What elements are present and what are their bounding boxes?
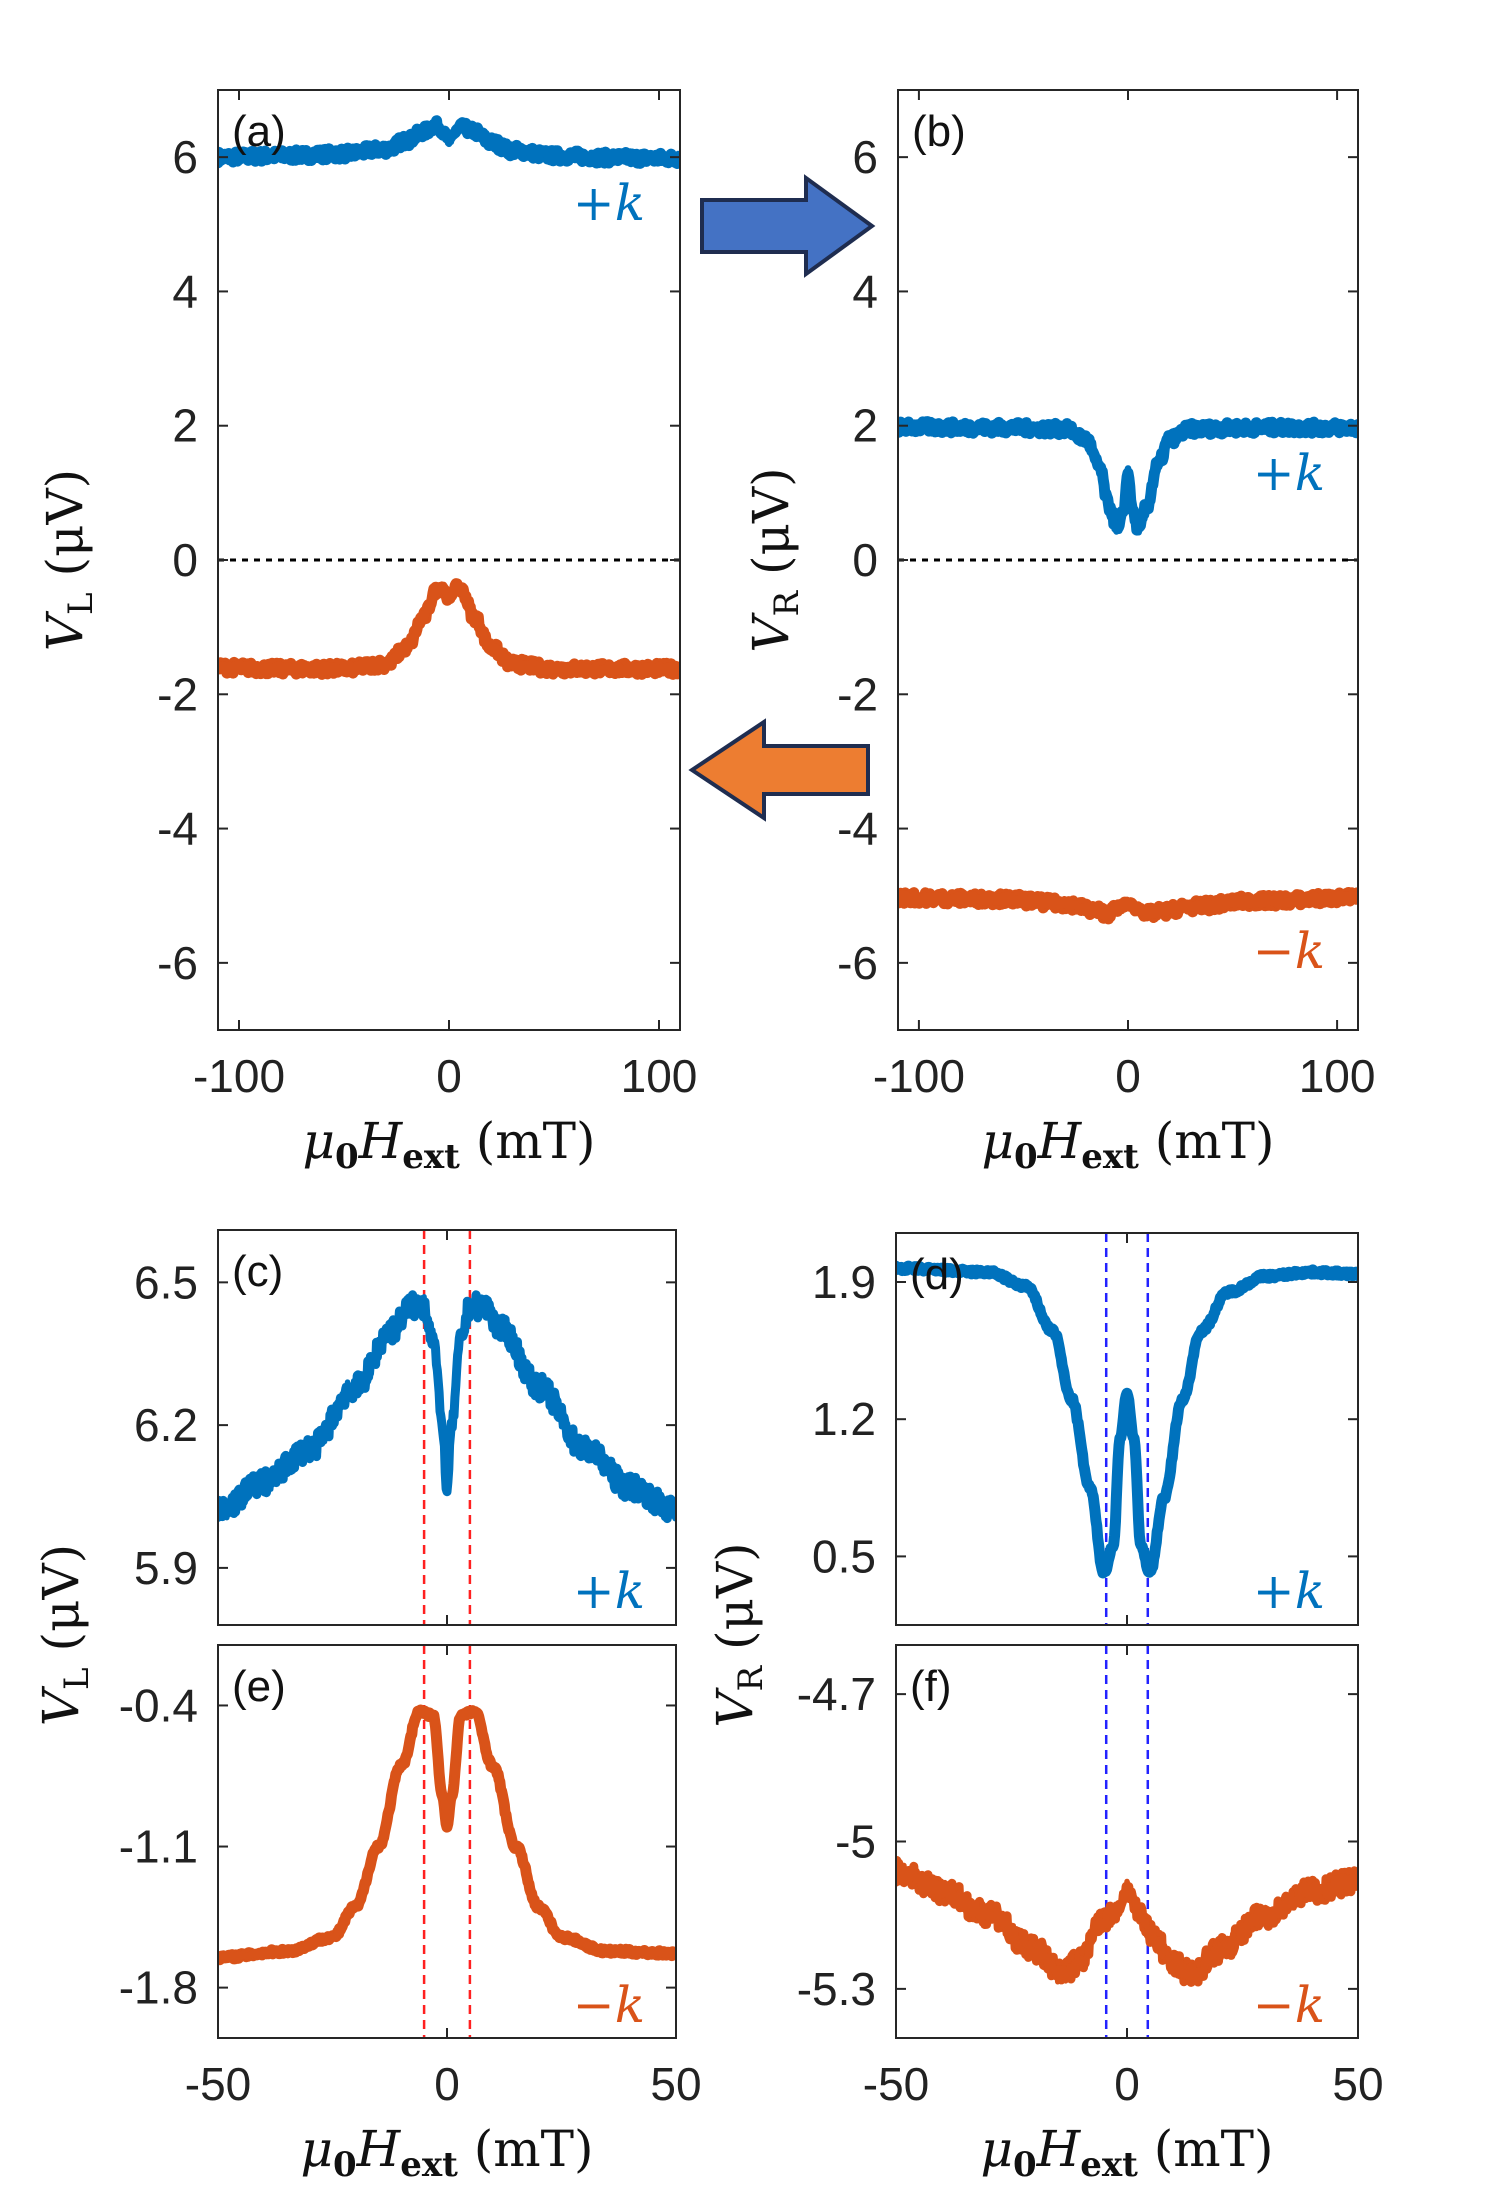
x-tick-label: 0 <box>436 1050 462 1102</box>
panel-d: 1.9 1.2 0.5 (d) +k <box>812 1232 1359 1626</box>
y-tick-label: 1.2 <box>812 1393 876 1445</box>
x-tick-label: 100 <box>621 1050 698 1102</box>
series-line-return <box>218 120 680 167</box>
panel-b: 6 4 2 0 -2 -4 -6 -100 0 100 (b) +k −k μ0Hext (mT) <box>837 89 1376 1177</box>
y-tick-label: 4 <box>172 265 198 317</box>
left-arrow <box>688 718 870 822</box>
x-tick-label: 50 <box>1332 2058 1383 2110</box>
x-tick-label: 0 <box>1114 2058 1140 2110</box>
series-line-return <box>218 1293 676 1522</box>
y-tick-label: 1.9 <box>812 1256 876 1308</box>
series-line-return <box>896 1860 1358 1985</box>
y-tick-label: -6 <box>157 937 198 989</box>
y-tick-label: 0.5 <box>812 1530 876 1582</box>
y-tick-label: -2 <box>837 668 878 720</box>
x-tick-label: 100 <box>1299 1050 1376 1102</box>
y-tick-label: -1.8 <box>119 1962 198 2014</box>
y-tick-label: -1.1 <box>119 1821 198 1873</box>
x-tick-label: 0 <box>434 2058 460 2110</box>
y-tick-label: 2 <box>172 400 198 452</box>
x-axis-label: μ0Hext (mT) <box>980 2120 1273 2185</box>
series-label: −k <box>573 1976 645 2034</box>
series-line-return <box>898 419 1358 536</box>
y-tick-label: -6 <box>837 937 878 989</box>
x-tick-label: 50 <box>650 2058 701 2110</box>
y-tick-label: -5.3 <box>797 1963 876 2015</box>
series-line-return <box>896 1263 1358 1576</box>
y-tick-label: -4.7 <box>797 1668 876 1720</box>
y-tick-label: 4 <box>852 265 878 317</box>
panel-label: (e) <box>232 1662 286 1711</box>
x-axis-label: μ0Hext (mT) <box>981 1112 1274 1177</box>
y-tick-label: -4 <box>157 803 198 855</box>
y-tick-label: 6 <box>852 131 878 183</box>
series-line <box>218 1704 676 1966</box>
panel-label: (f) <box>910 1662 952 1711</box>
y-tick-label: 0 <box>172 534 198 586</box>
x-tick-label: -50 <box>185 2058 251 2110</box>
panel-c: 6.5 6.2 5.9 (c) +k <box>134 1229 677 1626</box>
y-tick-label: 2 <box>852 400 878 452</box>
y-tick-label: -2 <box>157 668 198 720</box>
y-tick-label: 0 <box>852 534 878 586</box>
y-tick-label: -5 <box>835 1816 876 1868</box>
y-tick-label: 6 <box>172 131 198 183</box>
y-axis-label: VL (μV) <box>36 469 101 651</box>
x-tick-label: -50 <box>863 2058 929 2110</box>
y-tick-label: 6.5 <box>134 1256 198 1308</box>
series-line-return <box>898 890 1358 922</box>
x-axis-label: μ0Hext (mT) <box>300 2120 593 2185</box>
y-tick-label: 5.9 <box>134 1542 198 1594</box>
series-label: −k <box>1253 1976 1325 2034</box>
panel-label: (d) <box>910 1250 964 1299</box>
y-axis-label: VL (μV) <box>32 1544 97 1726</box>
series-label: +k <box>573 1562 645 1620</box>
right-arrow <box>700 174 876 278</box>
panel-label: (a) <box>232 107 286 156</box>
y-tick-label: 6.2 <box>134 1399 198 1451</box>
series-line-return <box>218 1707 676 1963</box>
x-tick-label: -100 <box>873 1050 965 1102</box>
y-tick-label: -4 <box>837 803 878 855</box>
series-label: +k <box>1253 1562 1325 1620</box>
panel-label: (c) <box>232 1247 283 1296</box>
x-tick-label: -100 <box>193 1050 285 1102</box>
x-axis-label: μ0Hext (mT) <box>302 1112 595 1177</box>
series-label: −k <box>1253 922 1325 980</box>
panel-a: 6 4 2 0 -2 -4 -6 -100 0 100 (a) +k μ0Hext (mT) <box>157 89 698 1177</box>
panel-f: -4.7 -5 -5.3 -50 0 50 (f) −k μ0Hext (mT) <box>797 1644 1384 2185</box>
y-axis-label: VR (μV) <box>742 467 807 652</box>
panel-label: (b) <box>912 107 966 156</box>
series-line <box>896 1260 1358 1579</box>
series-label: +k <box>1253 444 1325 502</box>
series-label: +k <box>573 174 645 232</box>
panel-e: -0.4 -1.1 -1.8 -50 0 50 (e) −k μ0Hext (mT) <box>119 1644 702 2185</box>
series-line-return <box>218 581 680 677</box>
y-axis-label: VR (μV) <box>706 1542 771 1727</box>
y-tick-label: -0.4 <box>119 1679 198 1731</box>
x-tick-label: 0 <box>1115 1050 1141 1102</box>
